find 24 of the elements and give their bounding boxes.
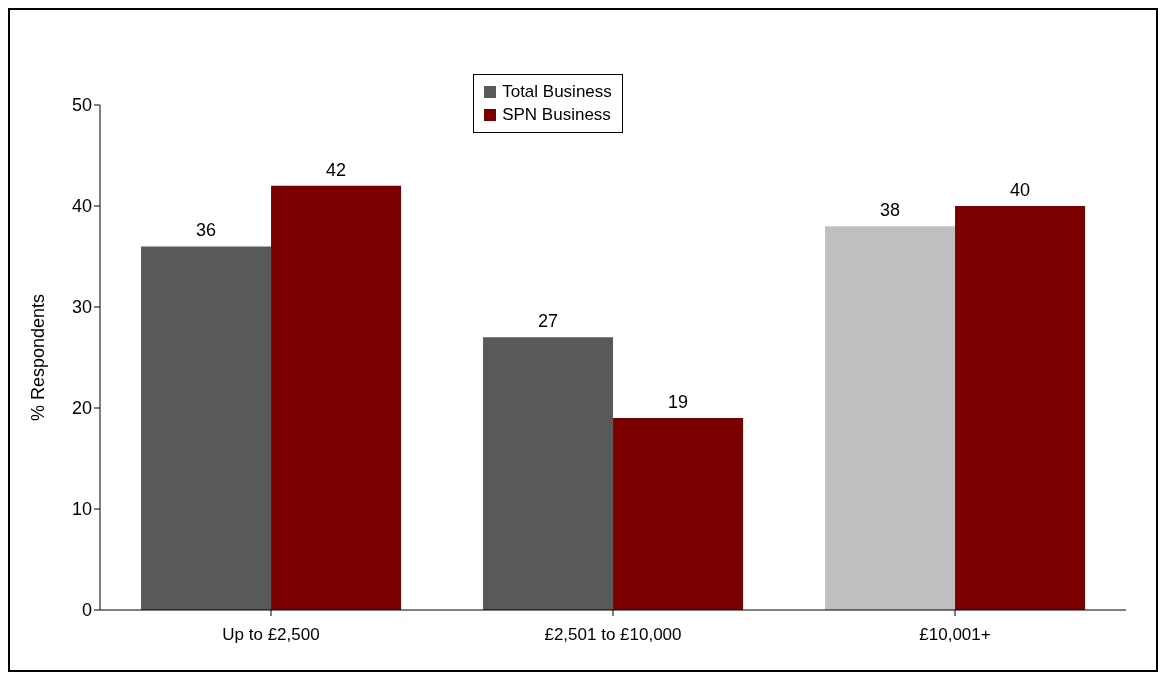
x-tick-label: Up to £2,500 [222, 625, 320, 645]
bar [271, 185, 402, 610]
legend-label: SPN Business [502, 105, 611, 125]
legend-label: Total Business [502, 82, 612, 102]
bar [955, 206, 1086, 610]
bar [141, 246, 272, 610]
data-label: 27 [538, 311, 559, 332]
bar [825, 226, 956, 610]
data-label: 38 [880, 200, 901, 221]
data-label: 42 [326, 159, 347, 180]
y-tick-label: 40 [71, 196, 92, 217]
y-tick-label: 50 [71, 95, 92, 116]
y-tick-label: 10 [71, 499, 92, 520]
x-tick-label: £10,001+ [919, 625, 991, 645]
bar [483, 337, 614, 610]
y-tick-label: 0 [81, 600, 92, 621]
x-tick-label: £2,501 to £10,000 [544, 625, 682, 645]
y-tick-label: 30 [71, 297, 92, 318]
y-tick-label: 20 [71, 398, 92, 419]
y-axis-title: % Respondents [28, 293, 49, 422]
data-label: 19 [668, 392, 689, 413]
bar [613, 418, 744, 610]
data-label: 36 [196, 220, 217, 241]
data-label: 40 [1010, 180, 1031, 200]
